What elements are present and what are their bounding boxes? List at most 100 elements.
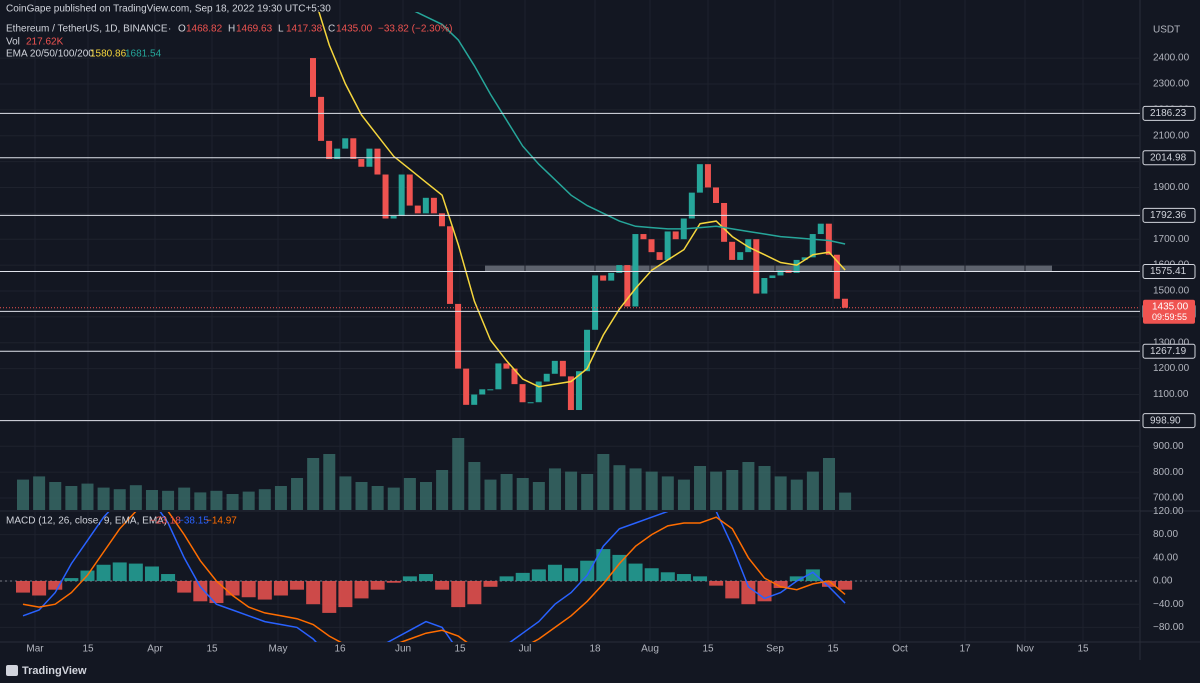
x-tick-label: Jun bbox=[395, 644, 411, 655]
y-tick-label: 1100.00 bbox=[1153, 389, 1189, 400]
candle-body bbox=[406, 174, 413, 206]
macd-tick-label: 120.00 bbox=[1153, 506, 1184, 517]
macd-line bbox=[22, 512, 846, 642]
volume-bar bbox=[371, 486, 384, 510]
labels: CoinGape published on TradingView.com, S… bbox=[6, 4, 1196, 677]
candle-body bbox=[825, 223, 832, 255]
volume-bar bbox=[387, 487, 400, 510]
ohlc-value: 1417.38 bbox=[286, 24, 323, 35]
candle-body bbox=[430, 197, 437, 214]
level-box bbox=[1142, 105, 1196, 121]
histogram-bar bbox=[499, 576, 514, 581]
volume-bar bbox=[823, 458, 835, 510]
volume-bar bbox=[403, 478, 416, 510]
candle-body bbox=[688, 192, 695, 219]
volume-bar bbox=[226, 494, 239, 510]
candle-body bbox=[713, 187, 719, 203]
volume-bar bbox=[274, 486, 287, 510]
y-tick-label: 2100.00 bbox=[1153, 130, 1190, 141]
volume-bar bbox=[65, 486, 78, 510]
candle-body bbox=[801, 257, 808, 260]
volume-bar bbox=[516, 478, 529, 510]
candle-body bbox=[640, 234, 647, 240]
macd-value: −14.97 bbox=[206, 516, 237, 527]
candle-body bbox=[793, 259, 800, 273]
price-pane bbox=[0, 12, 1140, 422]
x-tick-label: 15 bbox=[82, 644, 94, 655]
brand: TradingView bbox=[22, 665, 87, 677]
histogram-bar bbox=[709, 581, 724, 586]
y-tick-label: 1900.00 bbox=[1153, 182, 1190, 193]
histogram-bar bbox=[48, 581, 63, 590]
x-tick-label: Oct bbox=[892, 644, 908, 655]
histogram-bar bbox=[741, 581, 756, 605]
candle-body bbox=[358, 158, 365, 167]
y-tick-label: 1700.00 bbox=[1153, 234, 1190, 245]
candle-body bbox=[511, 368, 518, 385]
histogram-bar bbox=[805, 569, 820, 581]
y-tick-label: 2300.00 bbox=[1153, 79, 1190, 90]
histogram-bar bbox=[338, 581, 353, 608]
level-label: 2014.98 bbox=[1150, 152, 1187, 163]
macd-label: MACD (12, 26, close, 9, EMA, EMA) bbox=[6, 516, 167, 527]
volume-bar bbox=[33, 476, 46, 510]
volume-bar bbox=[742, 462, 755, 510]
x-tick-label: 15 bbox=[702, 644, 714, 655]
volume-pane bbox=[17, 438, 852, 510]
candle-body bbox=[471, 394, 478, 405]
histogram-bar bbox=[628, 563, 643, 581]
candle-body bbox=[310, 58, 316, 97]
macd-value: −23.18 bbox=[150, 516, 181, 527]
level-box bbox=[1142, 413, 1196, 429]
level-label: 1267.19 bbox=[1150, 346, 1187, 357]
volume-bar bbox=[17, 479, 29, 510]
candle-body bbox=[841, 298, 848, 308]
histogram-bar bbox=[693, 576, 708, 581]
x-tick-label: 15 bbox=[206, 644, 218, 655]
candle-body bbox=[567, 376, 574, 411]
candle-body bbox=[438, 213, 445, 227]
y-tick-label: 800.00 bbox=[1153, 467, 1184, 478]
candle-body bbox=[729, 241, 736, 260]
volume-bar bbox=[355, 482, 368, 510]
volume-bar bbox=[806, 471, 819, 510]
volume-bar bbox=[291, 478, 304, 510]
volume-bar bbox=[145, 490, 158, 510]
level-label: 1575.41 bbox=[1150, 266, 1187, 277]
macd-tick-label: 0.00 bbox=[1153, 576, 1173, 587]
candle-body bbox=[398, 174, 405, 216]
candle-body bbox=[487, 389, 494, 391]
macd-tick-label: 40.00 bbox=[1153, 552, 1178, 563]
candle-body bbox=[624, 265, 631, 307]
volume-bar bbox=[339, 476, 352, 510]
histogram-bar bbox=[241, 581, 256, 598]
histogram-bar bbox=[290, 581, 305, 590]
volume-bar bbox=[452, 438, 465, 510]
x-tick-label: Sep bbox=[766, 644, 784, 655]
histogram-bar bbox=[386, 581, 401, 583]
histogram-bar bbox=[612, 554, 627, 581]
x-tick-label: 15 bbox=[827, 644, 839, 655]
volume-bar bbox=[307, 458, 320, 510]
x-tick-label: Nov bbox=[1016, 644, 1034, 655]
volume-bar bbox=[420, 482, 432, 510]
candle-body bbox=[777, 270, 784, 276]
ohlc-label: O bbox=[178, 24, 186, 35]
candle-body bbox=[809, 234, 816, 258]
x-tick-label: 17 bbox=[959, 644, 971, 655]
candle-body bbox=[616, 265, 623, 273]
candle-body bbox=[374, 148, 381, 175]
candle-body bbox=[672, 231, 679, 240]
volume-bar bbox=[468, 462, 481, 510]
support-zone bbox=[485, 265, 1052, 272]
last-price-box bbox=[1143, 299, 1195, 324]
candle-body bbox=[737, 252, 744, 260]
candle-body bbox=[656, 252, 663, 260]
ema-line bbox=[414, 12, 846, 245]
x-tick-label: Mar bbox=[26, 644, 44, 655]
histogram-bar bbox=[257, 581, 272, 600]
ohlc-label: C bbox=[328, 24, 335, 35]
candle-body bbox=[535, 381, 542, 403]
histogram-bar bbox=[451, 581, 466, 608]
volume-bar bbox=[484, 479, 497, 510]
